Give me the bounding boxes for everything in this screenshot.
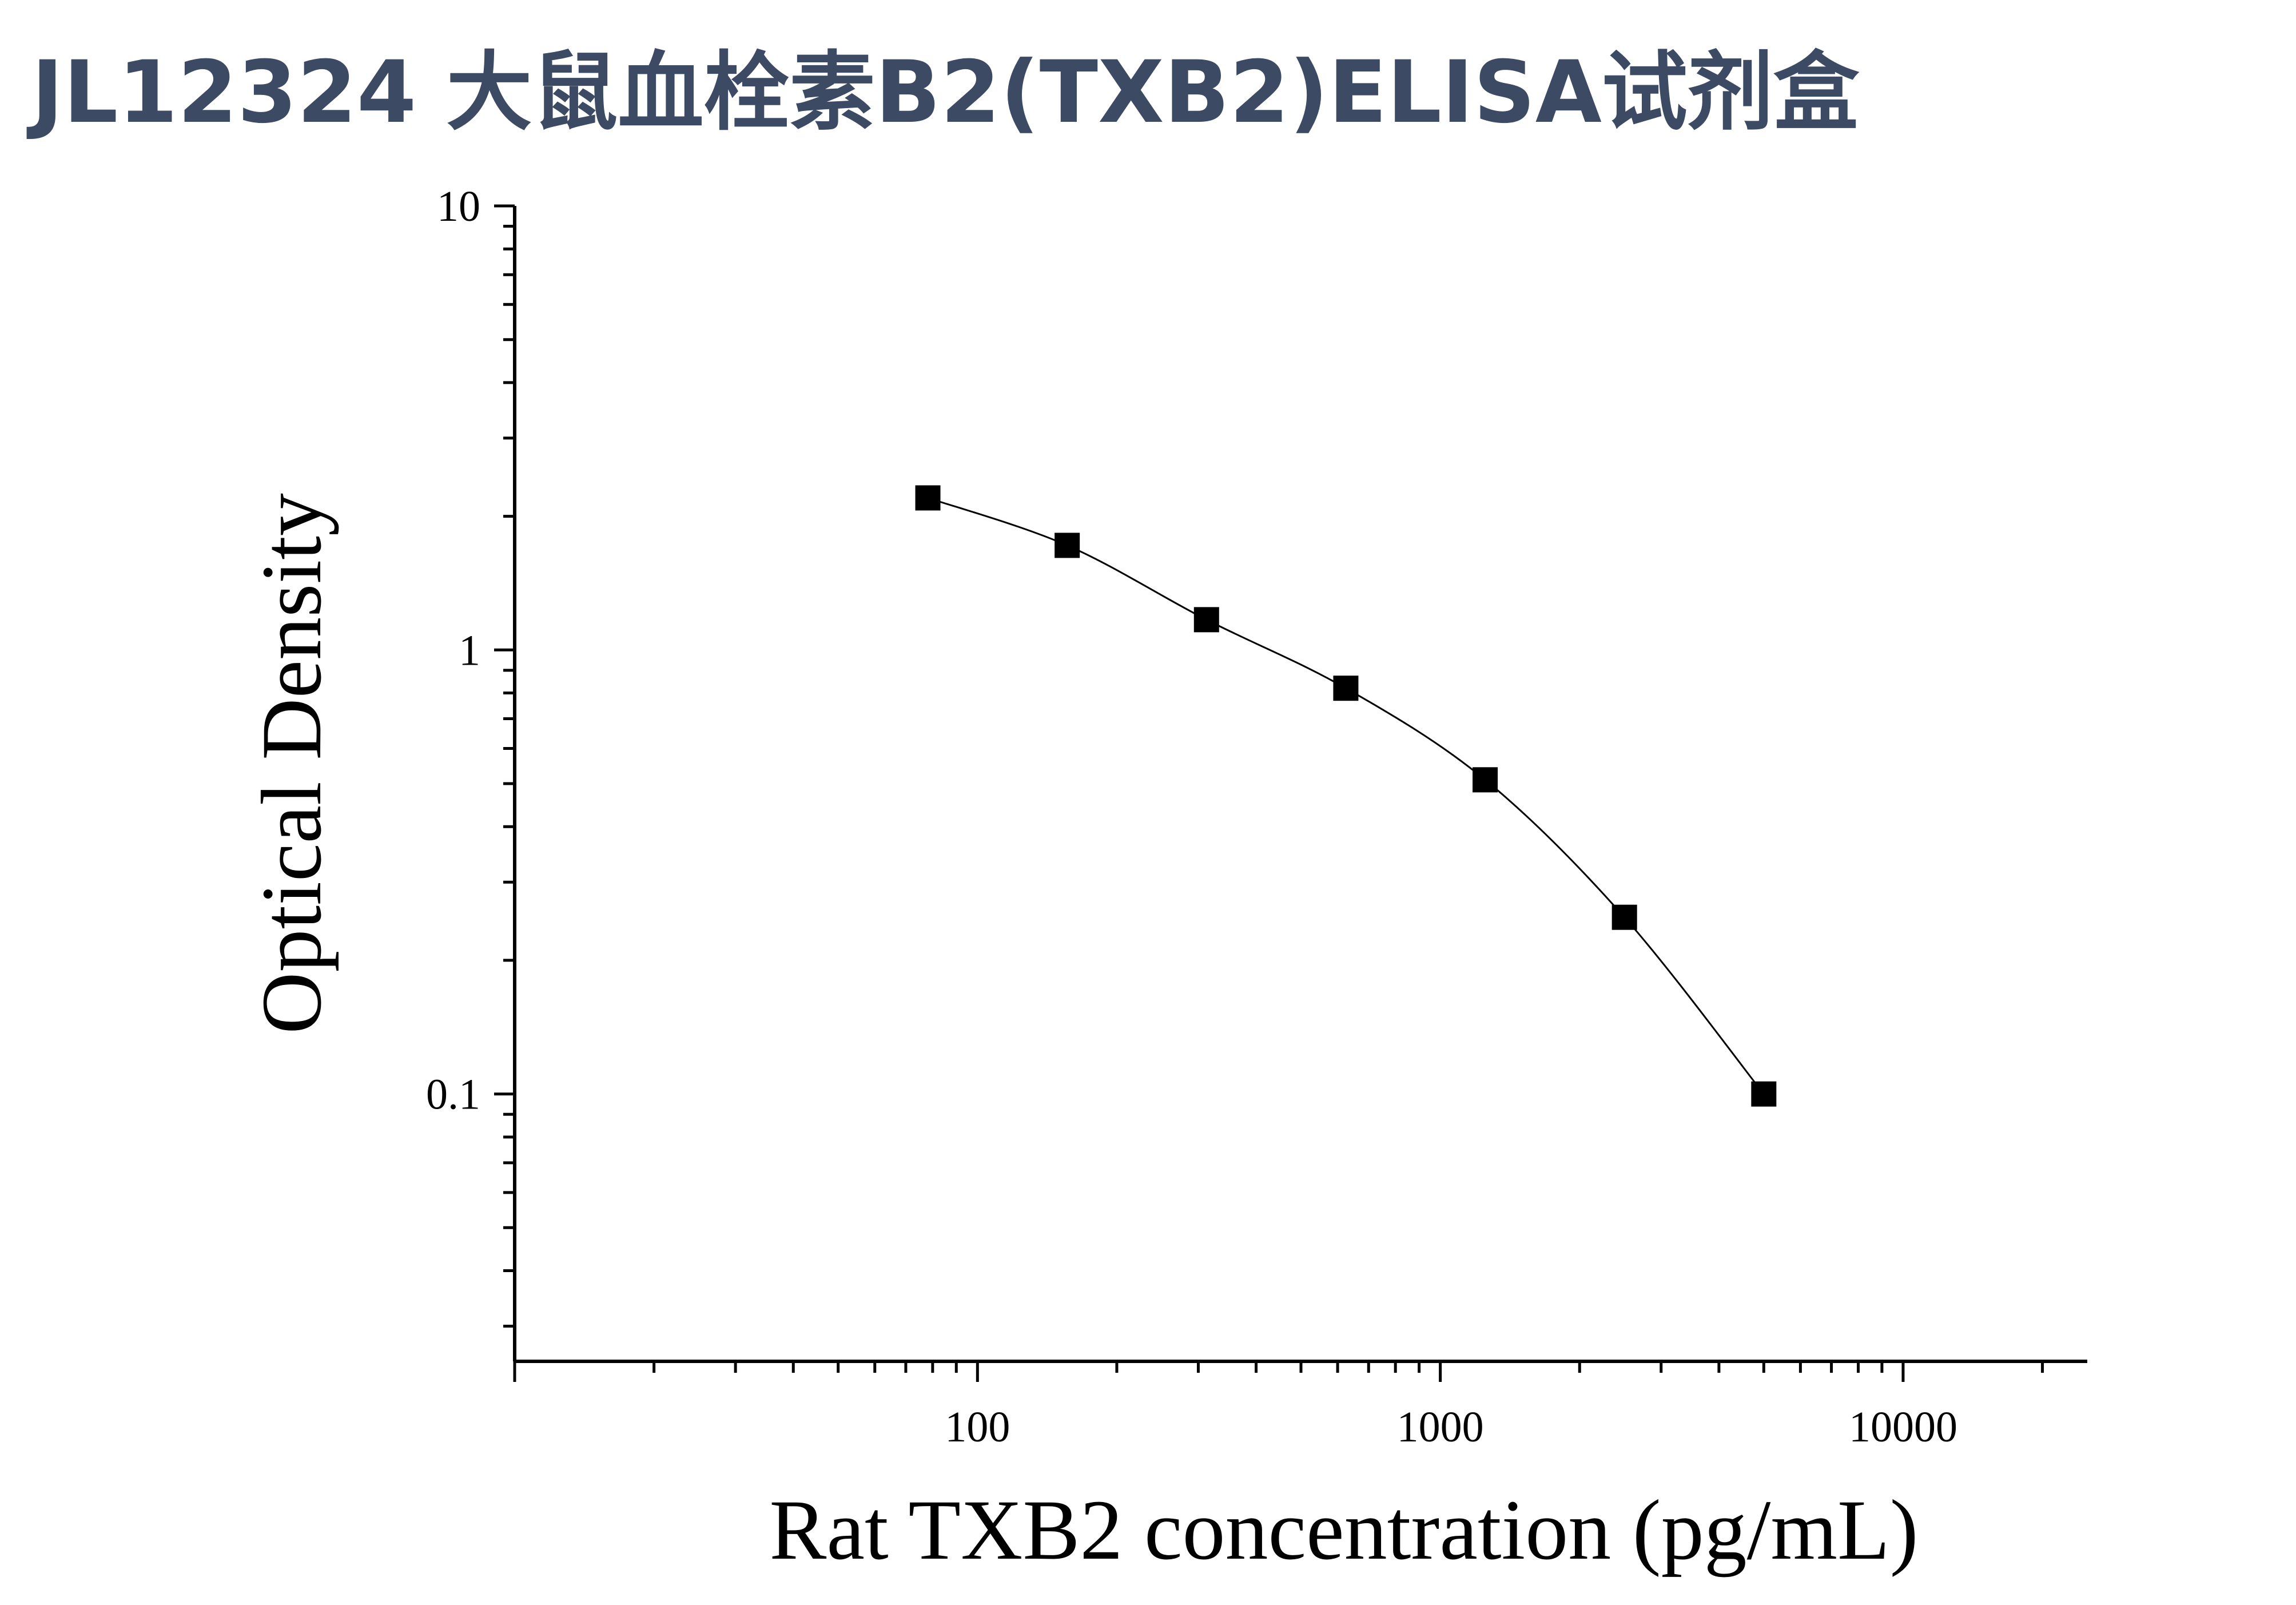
data-point (915, 485, 941, 511)
axes: 100 1000 10000 0.1 1 10 (426, 182, 2087, 1451)
data-points-layer (915, 485, 1777, 1107)
data-point (1333, 676, 1359, 701)
y-tick-label: 10 (437, 182, 480, 231)
fit-curve (928, 497, 1765, 1095)
y-tick-label: 1 (459, 626, 480, 674)
y-tick-label: 0.1 (426, 1071, 480, 1119)
x-tick-label: 100 (945, 1403, 1010, 1451)
x-axis-title: Rat TXB2 concentration (pg/mL) (769, 1483, 1918, 1578)
x-tick-label: 1000 (1397, 1403, 1484, 1451)
data-point (1055, 533, 1080, 558)
x-tick-label: 10000 (1849, 1403, 1957, 1451)
y-axis-title: Optical Density (244, 493, 339, 1034)
data-point (1751, 1081, 1777, 1107)
fit-curve-layer (928, 497, 1765, 1095)
data-point (1193, 607, 1219, 633)
data-point (1611, 904, 1637, 930)
data-point (1473, 767, 1498, 793)
page-title: JL12324 大鼠血栓素B2(TXB2)ELISA试剂盒 (31, 43, 1859, 142)
